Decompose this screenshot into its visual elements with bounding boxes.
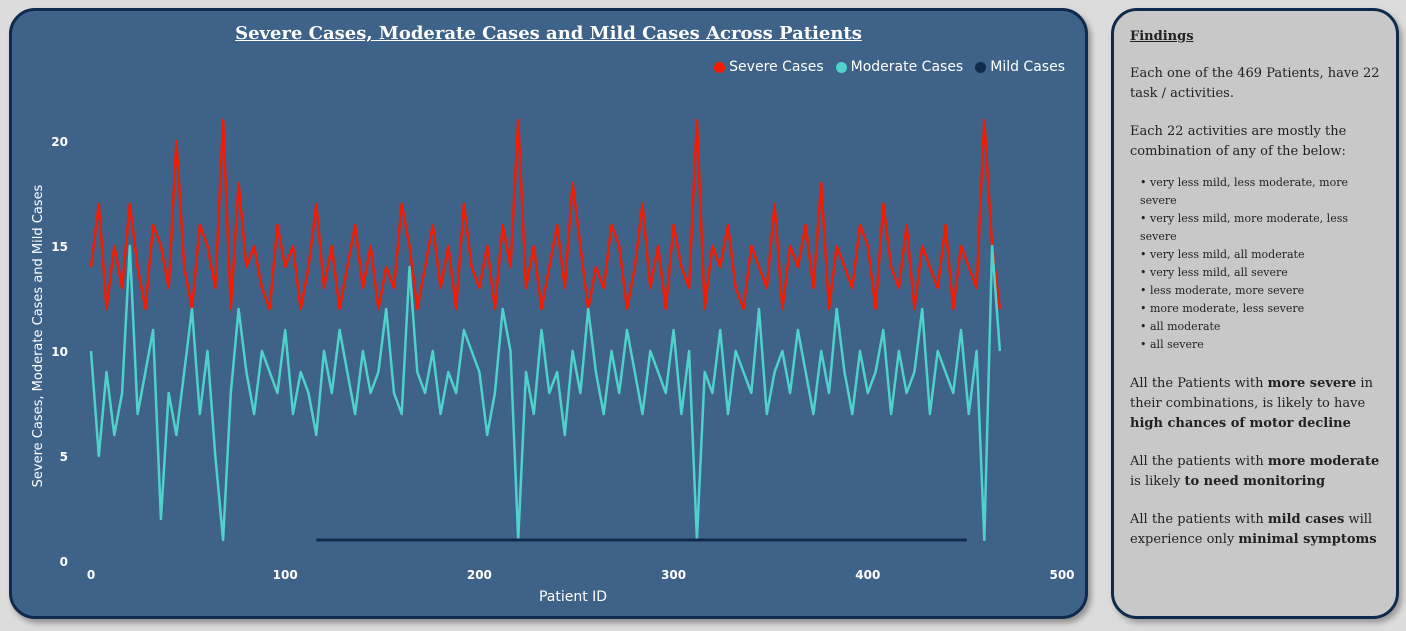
list-item: more moderate, less severe — [1140, 300, 1380, 318]
findings-combination-list: very less mild, less moderate, more seve… — [1130, 174, 1380, 354]
list-item: all severe — [1140, 336, 1380, 354]
legend-marker-mild — [975, 61, 987, 73]
findings-panel: Findings Each one of the 469 Patients, h… — [1111, 8, 1399, 619]
text-run-bold: high chances of motor decline — [1130, 416, 1351, 431]
text-run: All the patients with — [1130, 454, 1268, 469]
y-tick-label: 10 — [51, 345, 68, 359]
x-tick-label: 500 — [1049, 568, 1074, 582]
series-line-severe-cases — [89, 118, 1002, 311]
y-axis-label: Severe Cases, Moderate Cases and Mild Ca… — [31, 184, 46, 487]
findings-heading: Findings — [1130, 29, 1194, 44]
x-axis-label: Patient ID — [539, 589, 607, 605]
text-run-bold: more severe — [1267, 376, 1357, 391]
x-tick-label: 300 — [661, 568, 686, 582]
text-run-bold: minimal symptoms — [1238, 532, 1377, 547]
series-line-moderate-cases — [89, 244, 1002, 542]
findings-paragraph-moderate: All the patients with more moderate is l… — [1130, 452, 1380, 492]
legend-item-mild[interactable]: Mild Cases — [975, 59, 1065, 75]
findings-paragraph-mild: All the patients with mild cases will ex… — [1130, 510, 1380, 550]
chart-title: Severe Cases, Moderate Cases and Mild Ca… — [235, 23, 862, 44]
list-item: very less mild, less moderate, more seve… — [1140, 174, 1380, 210]
text-run: All the Patients with — [1130, 376, 1268, 391]
text-run-bold: mild cases — [1267, 512, 1345, 527]
legend-item-severe[interactable]: Severe Cases — [714, 59, 824, 75]
x-tick-label: 200 — [467, 568, 492, 582]
list-item: very less mild, all severe — [1140, 264, 1380, 282]
findings-paragraph-1: Each one of the 469 Patients, have 22 ta… — [1130, 66, 1380, 101]
x-tick-label: 0 — [87, 568, 95, 582]
legend-label-severe: Severe Cases — [729, 59, 824, 75]
legend-marker-severe — [714, 61, 726, 73]
x-tick-label: 100 — [273, 568, 298, 582]
list-item: very less mild, more moderate, less seve… — [1140, 210, 1380, 246]
legend-item-moderate[interactable]: Moderate Cases — [835, 59, 964, 75]
legend-marker-moderate — [835, 61, 847, 73]
list-item: all moderate — [1140, 318, 1380, 336]
text-run: All the patients with — [1130, 512, 1268, 527]
y-axis-ticks: 0 5 10 15 20 — [51, 135, 68, 569]
chart-card: Severe Cases, Moderate Cases and Mild Ca… — [9, 8, 1088, 619]
text-run: is likely — [1130, 474, 1185, 489]
chart-legend: Severe Cases Moderate Cases Mild Cases — [714, 59, 1065, 75]
legend-label-mild: Mild Cases — [990, 59, 1065, 75]
y-tick-label: 5 — [60, 450, 68, 464]
text-run-bold: to need monitoring — [1184, 474, 1326, 489]
list-item: less moderate, more severe — [1140, 282, 1380, 300]
plot-series — [89, 118, 1002, 542]
text-run: will experience only — [1130, 512, 1373, 547]
findings-paragraph-severe: All the Patients with more severe in the… — [1130, 374, 1380, 434]
y-tick-label: 0 — [60, 555, 68, 569]
y-tick-label: 15 — [51, 240, 68, 254]
findings-paragraph-2: Each 22 activities are mostly the combin… — [1130, 124, 1347, 159]
x-axis-ticks: 0 100 200 300 400 500 — [87, 568, 1075, 582]
x-tick-label: 400 — [855, 568, 880, 582]
y-tick-label: 20 — [51, 135, 68, 149]
text-run: in their combinations, is likely to have — [1130, 376, 1373, 411]
text-run-bold: more moderate — [1267, 454, 1380, 469]
list-item: very less mild, all moderate — [1140, 246, 1380, 264]
legend-label-moderate: Moderate Cases — [850, 59, 964, 75]
line-chart: 0 5 10 15 20 0 100 200 300 400 500 Patient ID Sev… — [31, 118, 1075, 605]
